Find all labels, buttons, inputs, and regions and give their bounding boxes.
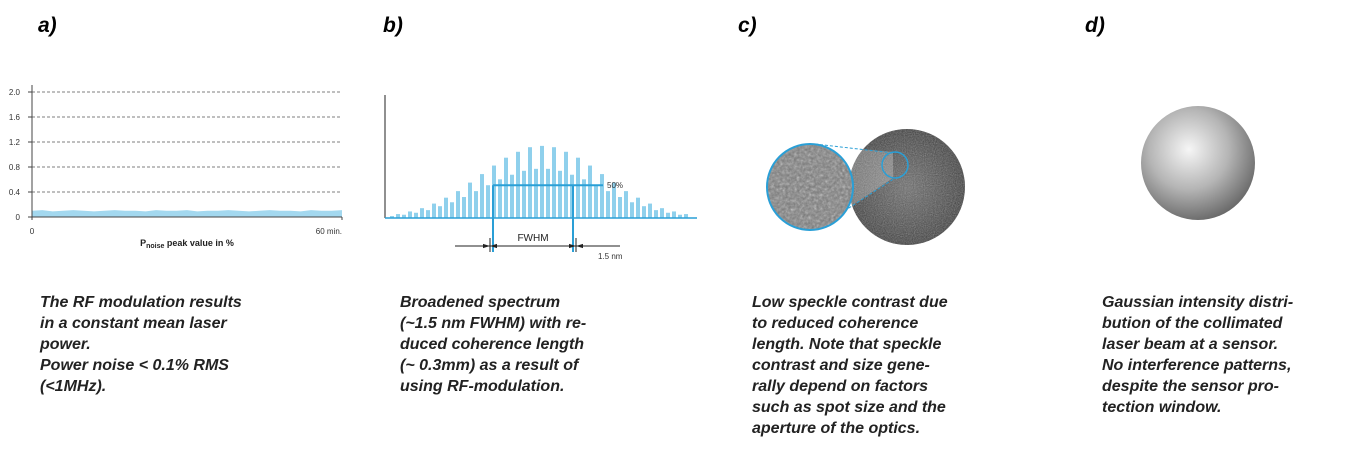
- spectrum-bar: [636, 197, 640, 218]
- y-tick-label: 0.8: [9, 163, 21, 172]
- caption-line: in a constant mean laser: [40, 315, 228, 332]
- spectrum-bar: [672, 211, 676, 218]
- spectrum-bar: [486, 185, 490, 218]
- caption-line: such as spot size and the: [752, 399, 946, 416]
- spectrum-bar: [582, 179, 586, 218]
- spectrum-bar: [684, 214, 688, 218]
- spectrum-bar: [606, 191, 610, 218]
- spectrum-bar: [498, 179, 502, 218]
- caption-line: Low speckle contrast due: [752, 294, 948, 311]
- caption-line: laser beam at a sensor.: [1102, 336, 1278, 353]
- caption-line: aperture of the optics.: [752, 420, 920, 437]
- speckle-image: [766, 129, 965, 245]
- x-tick-label: 60 min.: [316, 227, 342, 236]
- spectrum-bar: [468, 182, 472, 218]
- spectrum-bar: [510, 174, 514, 218]
- fwhm-label: FWHM: [517, 233, 548, 244]
- spectrum-bar: [522, 170, 526, 218]
- spectrum-bar: [438, 206, 442, 218]
- spectrum-bar: [618, 197, 622, 218]
- spectrum-bar: [600, 174, 604, 218]
- spectrum-bar: [462, 197, 466, 218]
- panel-label: c): [738, 14, 757, 37]
- caption-line: contrast and size gene-: [752, 357, 930, 374]
- spectrum-bar: [456, 191, 460, 218]
- caption-line: to reduced coherence: [752, 315, 918, 332]
- spectrum-bar: [450, 202, 454, 218]
- caption-line: The RF modulation results: [40, 294, 242, 311]
- caption-line: (~1.5 nm FWHM) with re-: [400, 315, 586, 332]
- caption-line: length. Note that speckle: [752, 336, 941, 353]
- spectrum-bar: [390, 216, 394, 218]
- caption-line: despite the sensor pro-: [1102, 378, 1279, 395]
- spectrum-bar: [558, 170, 562, 218]
- panel-label: a): [38, 14, 57, 37]
- caption-line: power.: [39, 336, 91, 353]
- spectrum-bar: [660, 208, 664, 218]
- spectrum-bar: [612, 182, 616, 218]
- x-axis-label-main: P: [140, 238, 146, 248]
- spectrum-bar: [528, 147, 532, 218]
- spectrum-bar: [546, 168, 550, 218]
- caption-line: Gaussian intensity distri-: [1102, 294, 1293, 311]
- y-tick-label: 1.6: [9, 113, 21, 122]
- spectrum-bar: [642, 206, 646, 218]
- spectrum-bar: [594, 185, 598, 218]
- caption-line: No interference patterns,: [1102, 357, 1291, 374]
- caption-line: (~ 0.3mm) as a result of: [400, 357, 580, 374]
- noise-area: [32, 210, 342, 217]
- spectrum-bar: [426, 210, 430, 218]
- spectrum-bar: [396, 214, 400, 218]
- panel-label: b): [383, 14, 403, 37]
- spectrum-bar: [444, 197, 448, 218]
- caption-line: rally depend on factors: [752, 378, 928, 395]
- half-max-label: 50%: [607, 181, 623, 190]
- caption-line: tection window.: [1102, 399, 1221, 416]
- caption-line: Broadened spectrum: [400, 294, 560, 311]
- spectrum-bar: [540, 145, 544, 218]
- spectrum-bar: [624, 191, 628, 218]
- x-tick-label: 0: [30, 227, 35, 236]
- spectrum-bar: [474, 191, 478, 218]
- x-axis-label: Pnoise peak value in %: [140, 238, 234, 250]
- spectrum-bar: [534, 168, 538, 218]
- caption-line: using RF-modulation.: [400, 378, 564, 395]
- caption-line: Power noise < 0.1% RMS: [40, 357, 229, 374]
- spectrum-bar: [588, 165, 592, 218]
- spectrum-bar: [678, 214, 682, 218]
- spectrum-bar: [630, 202, 634, 218]
- spectrum-bar: [420, 208, 424, 218]
- panel-label: d): [1085, 14, 1105, 37]
- spectrum-bar: [654, 210, 658, 218]
- spectrum-bar: [408, 211, 412, 218]
- fwhm-value: 1.5 nm: [598, 252, 623, 261]
- spectrum-bar: [666, 212, 670, 218]
- y-tick-label: 1.2: [9, 138, 21, 147]
- spectrum-bar: [432, 203, 436, 218]
- x-axis-label-sub: noise: [146, 243, 164, 250]
- y-tick-label: 0.4: [9, 188, 21, 197]
- caption-line: duced coherence length: [400, 336, 584, 353]
- spectrum-bar: [504, 157, 508, 218]
- y-tick-label: 2.0: [9, 88, 21, 97]
- spectrum-bar: [552, 147, 556, 218]
- y-tick-label: 0: [16, 213, 21, 222]
- spectrum-bar: [576, 157, 580, 218]
- gaussian-beam: [1141, 106, 1255, 220]
- spectrum-bar: [414, 212, 418, 218]
- caption-line: bution of the collimated: [1102, 315, 1284, 332]
- caption-line: (<1MHz).: [40, 378, 106, 395]
- spectrum-bar: [480, 174, 484, 218]
- spectrum-bar: [648, 203, 652, 218]
- spectrum-bar: [402, 214, 406, 218]
- x-axis-label-rest: peak value in %: [164, 238, 234, 248]
